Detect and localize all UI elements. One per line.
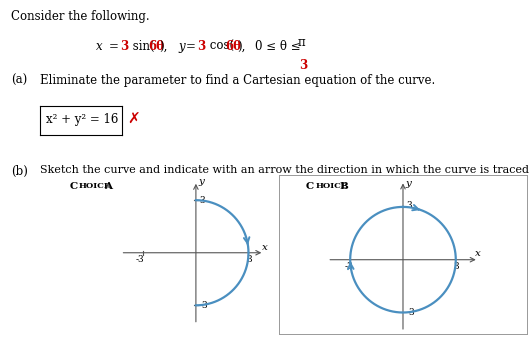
Text: 6θ: 6θ <box>148 40 164 54</box>
Text: 0 ≤ θ ≤: 0 ≤ θ ≤ <box>255 40 301 54</box>
Text: 6θ: 6θ <box>225 40 241 54</box>
Text: C: C <box>69 182 77 191</box>
Text: x: x <box>262 243 268 252</box>
Text: -3: -3 <box>136 255 144 265</box>
Text: y: y <box>178 40 185 54</box>
Text: 3: 3 <box>299 59 307 72</box>
Text: 3: 3 <box>200 196 205 205</box>
Text: HOICE: HOICE <box>79 182 111 190</box>
Text: cos(: cos( <box>206 40 235 54</box>
Text: B: B <box>339 182 348 191</box>
Text: (a): (a) <box>11 74 27 87</box>
Text: y: y <box>198 177 204 186</box>
Text: HOICE: HOICE <box>315 182 348 190</box>
Text: 3: 3 <box>197 40 205 54</box>
Text: ),: ), <box>160 40 168 54</box>
Text: ),: ), <box>237 40 245 54</box>
Text: x: x <box>96 40 102 54</box>
Text: x² + y² = 16: x² + y² = 16 <box>46 113 119 126</box>
Text: C: C <box>306 182 314 191</box>
Text: π: π <box>298 36 305 50</box>
Text: =: = <box>109 40 123 54</box>
Text: ✗: ✗ <box>128 112 140 127</box>
Text: 3: 3 <box>246 255 252 265</box>
Text: sin(: sin( <box>129 40 155 54</box>
Text: =: = <box>186 40 200 54</box>
Text: Consider the following.: Consider the following. <box>11 10 149 23</box>
Text: A: A <box>104 182 112 191</box>
Text: Eliminate the parameter to find a Cartesian equation of the curve.: Eliminate the parameter to find a Cartes… <box>40 74 435 87</box>
Text: -3: -3 <box>200 301 208 310</box>
Text: Sketch the curve and indicate with an arrow the direction in which the curve is : Sketch the curve and indicate with an ar… <box>40 165 532 175</box>
Text: (b): (b) <box>11 165 28 178</box>
Text: 3: 3 <box>120 40 128 54</box>
